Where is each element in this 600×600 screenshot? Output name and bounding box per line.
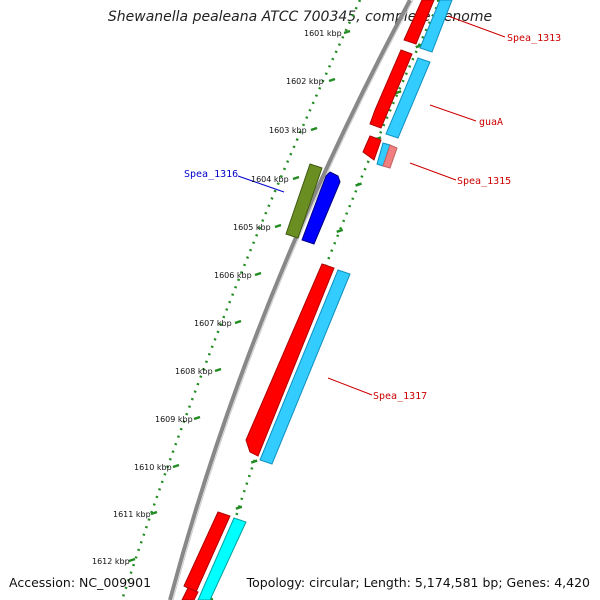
- tick-label-1604: 1604 kbp: [251, 175, 289, 184]
- scale-tick-6: [234, 319, 242, 325]
- gene-lower-2[interactable]: [181, 587, 199, 600]
- cds-arrow-spea-1317[interactable]: [245, 263, 335, 457]
- scale-tick-1: [328, 77, 336, 83]
- tick-label-1608: 1608 kbp: [175, 367, 213, 376]
- map-title: Shewanella pealeana ATCC 700345, complet…: [107, 9, 493, 25]
- scale-tick-7: [214, 367, 222, 373]
- label-guaA: guaA: [479, 117, 503, 128]
- cds-arrow-spea-1315[interactable]: [362, 135, 382, 161]
- gene-bar-spea-1315-b[interactable]: [382, 144, 398, 169]
- scale-tick-3: [292, 175, 300, 181]
- tick-label-1603: 1603 kbp: [269, 126, 307, 135]
- genome-backbone: [168, 0, 412, 600]
- inner-tick-4: [355, 182, 362, 187]
- tick-label-1612: 1612 kbp: [92, 557, 130, 566]
- gene-guaA[interactable]: [369, 49, 431, 139]
- cds-arrow-lower-2[interactable]: [181, 587, 199, 600]
- scale-tick-5: [254, 271, 262, 277]
- label-spea-1315: Spea_1315: [457, 176, 511, 187]
- scale-tick-11: [128, 557, 136, 563]
- scale-ticks: [128, 29, 351, 563]
- leader-spea-1313: [447, 15, 506, 38]
- scale-tick-labels: 1601 kbp 1602 kbp 1603 kbp 1604 kbp 1605…: [92, 29, 342, 566]
- leader-guaA: [429, 104, 477, 122]
- scale-tick-2: [310, 126, 318, 132]
- leader-spea-1317: [327, 377, 373, 396]
- scale-tick-8: [193, 415, 201, 421]
- gene-bar-spea-1313[interactable]: [419, 0, 453, 53]
- genome-backbone-highlight: [172, 0, 414, 600]
- scale-tick-0: [343, 29, 351, 35]
- tick-label-1611: 1611 kbp: [113, 510, 151, 519]
- inner-tick-10: [250, 459, 258, 464]
- inner-tick-5: [336, 228, 344, 233]
- tick-label-1607: 1607 kbp: [194, 319, 232, 328]
- tick-label-1602: 1602 kbp: [286, 77, 324, 86]
- label-spea-1317: Spea_1317: [373, 391, 427, 402]
- scale-tick-9: [172, 463, 180, 469]
- label-spea-1313: Spea_1313: [507, 33, 561, 44]
- topology-text: Topology: circular; Length: 5,174,581 bp…: [246, 575, 590, 590]
- gene-spea-1317[interactable]: [245, 263, 351, 465]
- scale-dotted-track: [120, 0, 362, 600]
- gene-spea-1315[interactable]: [362, 135, 398, 169]
- tick-label-1606: 1606 kbp: [214, 271, 252, 280]
- scale-tick-4: [274, 223, 282, 229]
- tick-label-1610: 1610 kbp: [134, 463, 172, 472]
- gene-spea-1316[interactable]: [285, 163, 341, 245]
- gene-bar-spea-1316[interactable]: [285, 163, 323, 239]
- scale-tick-10: [150, 510, 158, 516]
- cds-arrow-spea-1313[interactable]: [403, 0, 435, 45]
- cds-arrow-guaA[interactable]: [369, 49, 413, 129]
- tick-label-1605: 1605 kbp: [233, 223, 271, 232]
- accession-text: Accession: NC_009901: [9, 575, 152, 590]
- gene-lower-1[interactable]: [183, 511, 247, 600]
- leader-spea-1315: [409, 162, 457, 181]
- inner-tick-0: [436, 0, 444, 3]
- gene-bar-lower-1[interactable]: [197, 517, 247, 600]
- gene-bar-spea-1317[interactable]: [259, 269, 351, 465]
- leader-spea-1316: [237, 175, 285, 193]
- inner-tick-13: [206, 597, 214, 600]
- tick-label-1601: 1601 kbp: [304, 29, 342, 38]
- tick-label-1609: 1609 kbp: [155, 415, 193, 424]
- cds-arrow-spea-1316[interactable]: [301, 171, 341, 245]
- label-spea-1316: Spea_1316: [184, 169, 238, 180]
- gene-bar-guaA[interactable]: [385, 57, 431, 139]
- inner-tick-11: [235, 505, 243, 510]
- gene-spea-1313[interactable]: [403, 0, 453, 53]
